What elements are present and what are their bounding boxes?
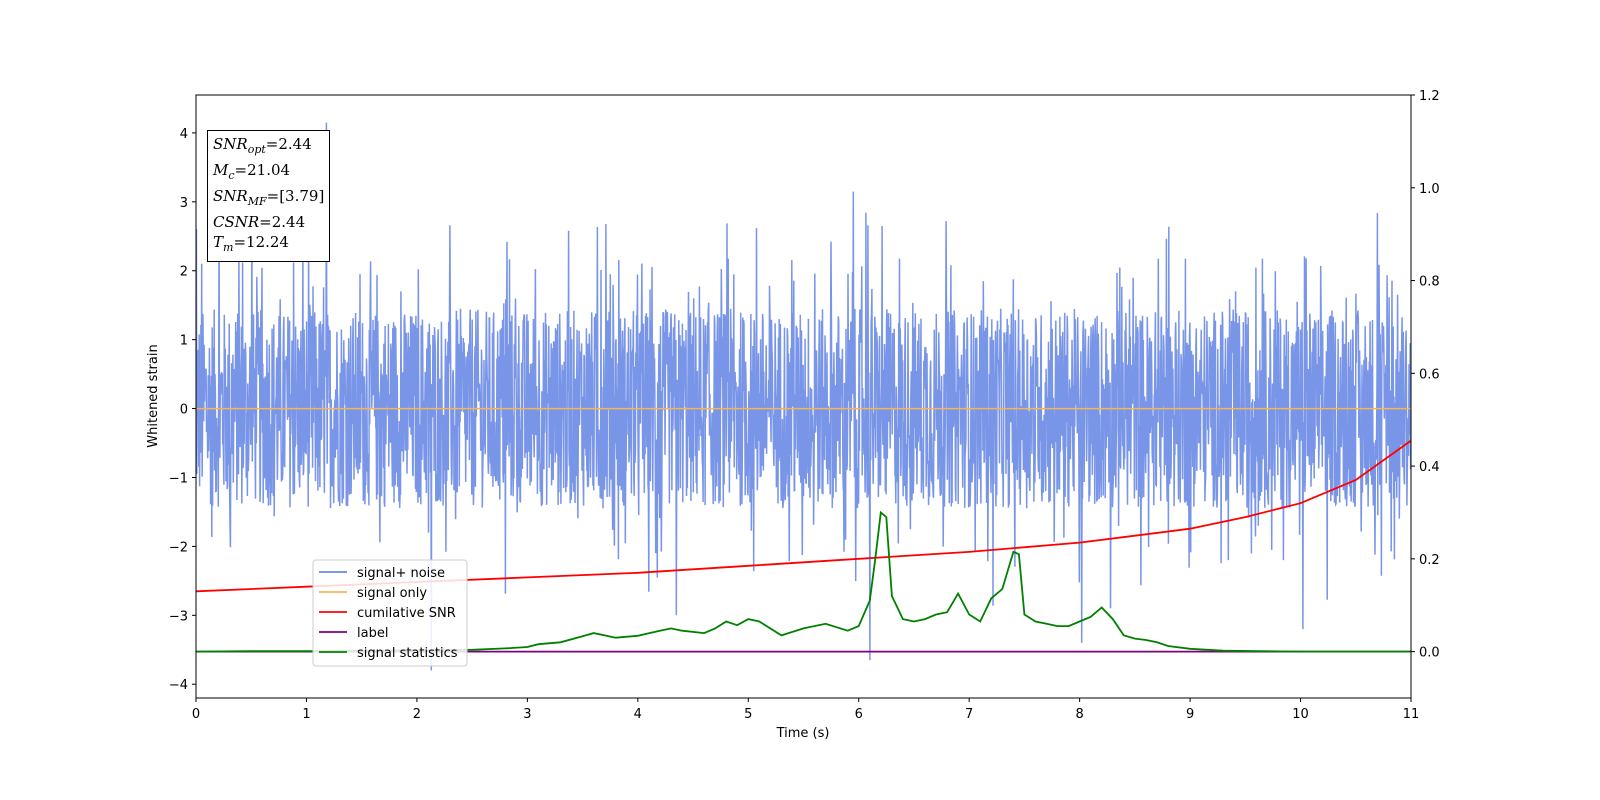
x-tick-label: 8: [1075, 707, 1083, 722]
x-tick-label: 9: [1186, 707, 1194, 722]
y-right-tick-label: 1.0: [1419, 182, 1440, 197]
y-left-tick-label: 1: [180, 334, 188, 349]
info-tm: Tm=12.24: [213, 233, 289, 254]
x-tick-label: 11: [1403, 707, 1420, 722]
x-axis-label: Time (s): [776, 726, 830, 741]
y-left-tick-label: 3: [180, 196, 188, 211]
series-signal-statistics: [196, 510, 1411, 653]
y-left-tick-label: −4: [169, 678, 188, 693]
info-mc: Mc=21.04: [213, 161, 291, 182]
plot-frame: [195, 94, 1412, 699]
y-left-tick-label: −1: [169, 471, 188, 486]
info-snr-mf: SNRMF=[3.79]: [213, 187, 325, 208]
y-right-tick-label: 0.4: [1419, 460, 1440, 475]
x-tick-label: 1: [302, 707, 310, 722]
legend-frame: [312, 559, 468, 667]
legend-label: cumilative SNR: [357, 606, 456, 621]
y-left-tick-label: 2: [180, 265, 188, 280]
y-left-tick-label: 0: [180, 403, 188, 418]
y-right-tick-label: 1.2: [1419, 89, 1440, 104]
y-axis-label: Whitened strain: [146, 344, 161, 447]
y-axis-left-ticks: 4 3 2 1 0 −1 −2 −3 −4: [169, 127, 196, 693]
y-left-tick-label: 4: [180, 127, 188, 142]
info-snr-opt: SNRopt=2.44: [213, 135, 312, 156]
legend-label: label: [357, 626, 388, 641]
legend: signal+ noise signal only cumilative SNR la…: [312, 559, 468, 667]
y-axis-right-ticks: 1.2 1.0 0.8 0.6 0.4 0.2 0.0: [1411, 89, 1440, 661]
info-csnr: CSNR=2.44: [213, 213, 306, 231]
y-right-tick-label: 0.0: [1419, 646, 1440, 661]
legend-label: signal+ noise: [357, 566, 445, 581]
y-right-tick-label: 0.8: [1419, 275, 1440, 290]
legend-label: signal only: [357, 586, 427, 601]
info-box: SNRopt=2.44 Mc=21.04 SNRMF=[3.79] CSNR=2…: [207, 130, 331, 262]
x-tick-label: 7: [965, 707, 973, 722]
x-tick-label: 2: [413, 707, 421, 722]
x-tick-label: 0: [192, 707, 200, 722]
x-tick-label: 3: [523, 707, 531, 722]
y-left-tick-label: −2: [169, 540, 188, 555]
x-axis-ticks: 0 1 2 3 4 5 6 7 8 9 10 11: [192, 698, 1419, 722]
x-tick-label: 6: [855, 707, 863, 722]
y-right-tick-label: 0.6: [1419, 367, 1440, 382]
legend-label: signal statistics: [357, 646, 458, 661]
series-signal-noise: [196, 122, 1411, 671]
x-tick-label: 5: [744, 707, 752, 722]
x-tick-label: 10: [1292, 707, 1309, 722]
x-tick-label: 4: [634, 707, 642, 722]
y-right-tick-label: 0.2: [1419, 553, 1440, 568]
y-left-tick-label: −3: [169, 609, 188, 624]
